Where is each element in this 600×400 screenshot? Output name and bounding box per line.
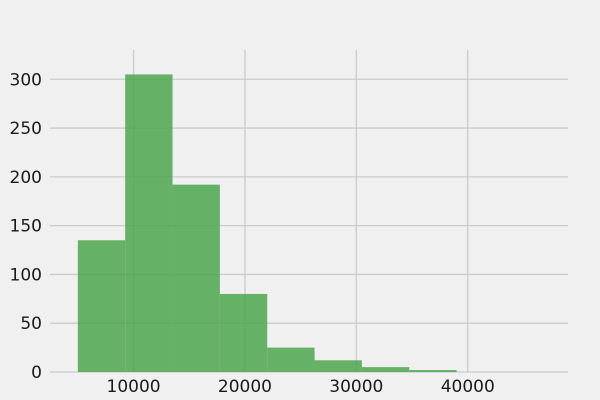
histogram-bars (77, 74, 457, 373)
histogram-bar (361, 367, 410, 372)
y-tick-label: 150 (10, 217, 42, 237)
x-tick-label: 40000 (441, 377, 495, 397)
x-axis-tick-labels: 10000 20000 30000 40000 (107, 377, 495, 397)
x-tick-label: 20000 (218, 377, 272, 397)
histogram-bar (409, 370, 457, 372)
y-tick-label: 250 (10, 119, 42, 139)
y-tick-label: 300 (10, 70, 42, 90)
y-tick-label: 200 (10, 168, 42, 188)
histogram-bar (314, 360, 362, 372)
y-tick-label: 50 (20, 314, 42, 334)
y-axis-tick-labels: 0 50 100 150 200 250 300 (10, 70, 42, 383)
histogram-bar (219, 293, 268, 372)
histogram-bar (77, 240, 126, 372)
histogram-bar (125, 74, 173, 373)
y-tick-label: 0 (31, 363, 42, 383)
histogram-bar (267, 347, 315, 372)
x-tick-label: 10000 (107, 377, 161, 397)
y-tick-label: 100 (10, 265, 42, 285)
x-tick-label: 30000 (329, 377, 383, 397)
histogram-bar (172, 184, 220, 372)
